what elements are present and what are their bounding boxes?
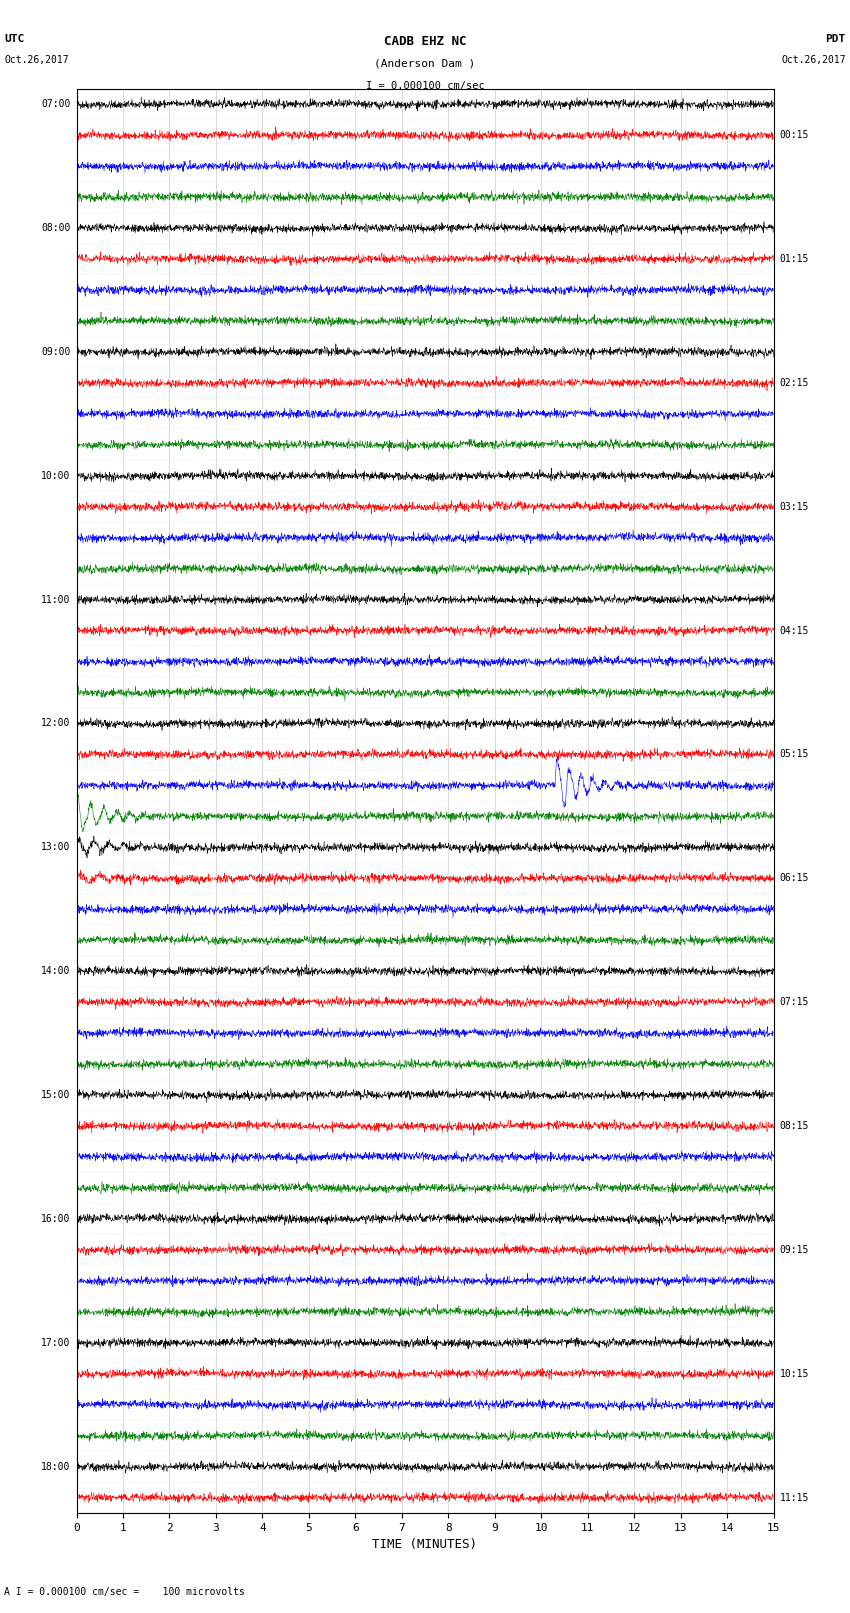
X-axis label: TIME (MINUTES): TIME (MINUTES): [372, 1539, 478, 1552]
Text: PDT: PDT: [825, 34, 846, 44]
Text: 18:00: 18:00: [41, 1461, 71, 1471]
Text: 17:00: 17:00: [41, 1337, 71, 1348]
Text: 14:00: 14:00: [41, 966, 71, 976]
Text: 05:15: 05:15: [779, 750, 809, 760]
Text: 02:15: 02:15: [779, 377, 809, 387]
Text: I = 0.000100 cm/sec: I = 0.000100 cm/sec: [366, 81, 484, 90]
Text: 09:00: 09:00: [41, 347, 71, 356]
Text: 11:15: 11:15: [779, 1492, 809, 1503]
Text: 15:00: 15:00: [41, 1090, 71, 1100]
Text: 04:15: 04:15: [779, 626, 809, 636]
Text: Oct.26,2017: Oct.26,2017: [4, 55, 69, 65]
Text: UTC: UTC: [4, 34, 25, 44]
Text: 08:15: 08:15: [779, 1121, 809, 1131]
Text: 07:15: 07:15: [779, 997, 809, 1007]
Text: 07:00: 07:00: [41, 98, 71, 110]
Text: A I = 0.000100 cm/sec =    100 microvolts: A I = 0.000100 cm/sec = 100 microvolts: [4, 1587, 245, 1597]
Text: 11:00: 11:00: [41, 595, 71, 605]
Text: 01:15: 01:15: [779, 253, 809, 265]
Text: 12:00: 12:00: [41, 718, 71, 729]
Text: 03:15: 03:15: [779, 502, 809, 511]
Text: (Anderson Dam ): (Anderson Dam ): [374, 58, 476, 68]
Text: 13:00: 13:00: [41, 842, 71, 852]
Text: Oct.26,2017: Oct.26,2017: [781, 55, 846, 65]
Text: 00:15: 00:15: [779, 131, 809, 140]
Text: CADB EHZ NC: CADB EHZ NC: [383, 35, 467, 48]
Text: 10:15: 10:15: [779, 1369, 809, 1379]
Text: 08:00: 08:00: [41, 223, 71, 232]
Text: 06:15: 06:15: [779, 873, 809, 884]
Text: 09:15: 09:15: [779, 1245, 809, 1255]
Text: 10:00: 10:00: [41, 471, 71, 481]
Text: 16:00: 16:00: [41, 1215, 71, 1224]
